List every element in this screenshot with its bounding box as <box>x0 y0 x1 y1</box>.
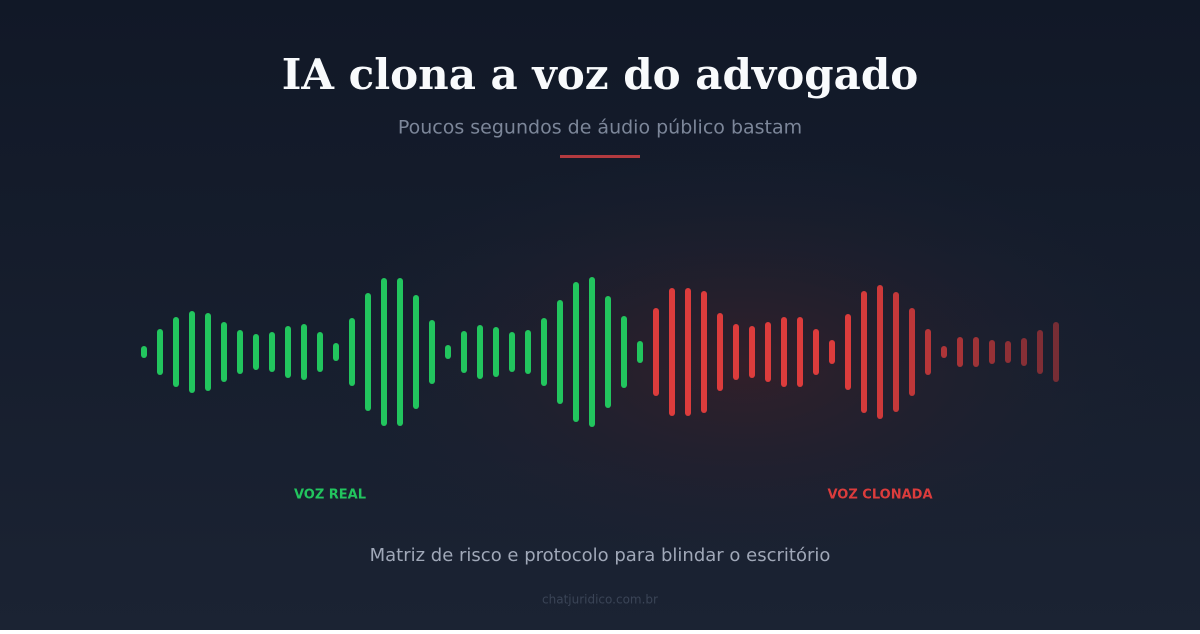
title: IA clona a voz do advogado <box>282 50 918 99</box>
real-wave-bar <box>429 320 435 384</box>
real-wave-bar <box>349 318 355 386</box>
divider <box>560 155 640 158</box>
tagline: Matriz de risco e protocolo para blindar… <box>370 545 831 566</box>
cloned-wave-bar <box>813 329 819 375</box>
real-wave-bar <box>333 343 339 361</box>
cloned-wave-bar <box>861 291 867 413</box>
cloned-wave-bar <box>749 326 755 378</box>
cloned-wave-bar <box>765 322 771 382</box>
cloned-wave-bar <box>1021 338 1027 366</box>
real-wave-bar <box>301 324 307 380</box>
cloned-wave-bar <box>941 346 947 358</box>
cloned-wave-bar <box>1005 341 1011 363</box>
real-wave-bar <box>221 322 227 382</box>
real-wave-bar <box>141 346 147 358</box>
real-wave-bar <box>381 278 387 426</box>
real-wave-bar <box>157 329 163 375</box>
real-wave-bar <box>605 296 611 408</box>
real-wave-bar <box>397 278 403 426</box>
real-wave-bar <box>189 311 195 393</box>
real-wave-bar <box>269 332 275 372</box>
cloned-wave-bar <box>1053 322 1059 382</box>
real-label: VOZ REAL <box>294 488 366 503</box>
waveform <box>141 277 1059 427</box>
real-wave-bar <box>317 332 323 372</box>
real-wave-bar <box>573 282 579 422</box>
cloned-wave-bar <box>685 288 691 416</box>
real-wave-bar <box>589 277 595 427</box>
real-wave-bar <box>477 325 483 379</box>
cloned-wave-bar <box>845 314 851 390</box>
real-wave-bar <box>173 317 179 387</box>
cloned-wave-bar <box>957 337 963 367</box>
real-wave-bar <box>445 345 451 359</box>
cloned-wave-bar <box>973 337 979 367</box>
cloned-wave-bar <box>909 308 915 396</box>
cloned-wave-bar <box>1037 330 1043 374</box>
real-wave-bar <box>237 330 243 374</box>
real-wave-bar <box>365 293 371 411</box>
real-wave-bar <box>637 341 643 363</box>
real-wave-bar <box>413 295 419 409</box>
real-wave-bar <box>205 313 211 391</box>
cloned-label: VOZ CLONADA <box>827 488 932 503</box>
cloned-wave-bar <box>877 285 883 419</box>
subtitle: Poucos segundos de áudio público bastam <box>398 117 802 139</box>
cloned-wave-bar <box>893 292 899 412</box>
real-wave-bar <box>525 330 531 374</box>
real-wave-bar <box>285 326 291 378</box>
real-wave-bar <box>253 334 259 370</box>
cloned-wave-bar <box>829 340 835 364</box>
real-wave-bar <box>557 300 563 404</box>
real-wave-bar <box>461 331 467 373</box>
cloned-wave-bar <box>781 317 787 387</box>
cloned-wave-bar <box>701 291 707 413</box>
cloned-wave-bar <box>717 313 723 391</box>
real-wave-bar <box>509 332 515 372</box>
cloned-wave-bar <box>669 288 675 416</box>
real-wave-bar <box>493 327 499 377</box>
footer: chatjuridico.com.br <box>542 593 658 607</box>
real-wave-bar <box>621 316 627 388</box>
real-wave-bar <box>541 318 547 386</box>
cloned-wave-bar <box>989 340 995 364</box>
cloned-wave-bar <box>733 324 739 380</box>
cloned-wave-bar <box>653 308 659 396</box>
cloned-wave-bar <box>797 317 803 387</box>
cloned-wave-bar <box>925 329 931 375</box>
